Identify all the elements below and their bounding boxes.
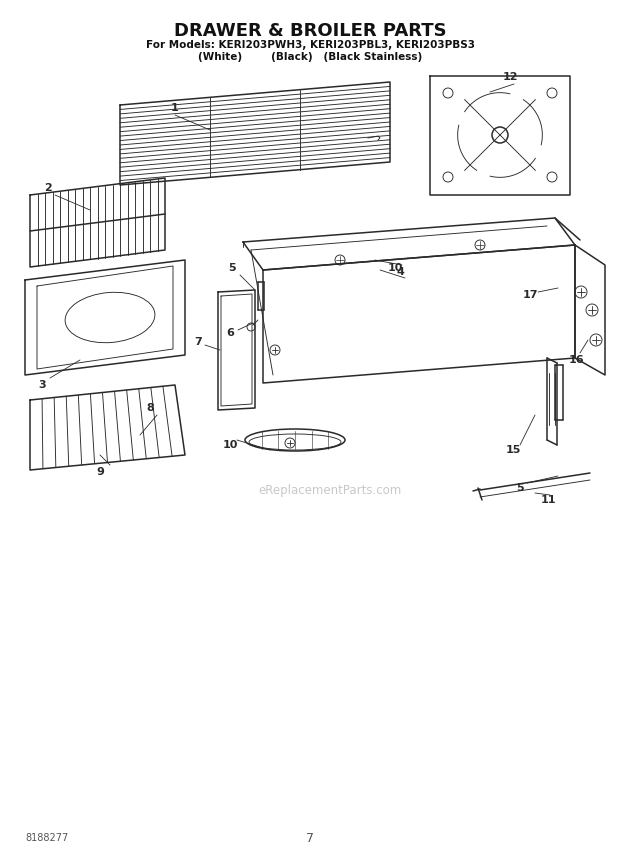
Text: 1: 1 (171, 103, 179, 113)
Text: (White)        (Black)   (Black Stainless): (White) (Black) (Black Stainless) (198, 52, 422, 62)
Text: 10: 10 (223, 440, 237, 450)
Text: DRAWER & BROILER PARTS: DRAWER & BROILER PARTS (174, 22, 446, 40)
Text: 8188277: 8188277 (25, 833, 68, 843)
Text: For Models: KERI203PWH3, KERI203PBL3, KERI203PBS3: For Models: KERI203PWH3, KERI203PBL3, KE… (146, 40, 474, 50)
Text: 5: 5 (516, 483, 524, 493)
Text: 2: 2 (44, 183, 52, 193)
Text: 7: 7 (194, 337, 202, 347)
Text: eReplacementParts.com: eReplacementParts.com (259, 484, 402, 496)
Text: 3: 3 (38, 380, 46, 390)
Text: 16: 16 (569, 355, 585, 365)
Text: 8: 8 (146, 403, 154, 413)
Text: 10: 10 (388, 263, 402, 273)
Text: 11: 11 (540, 495, 556, 505)
Text: 4: 4 (396, 267, 404, 277)
Text: 6: 6 (226, 328, 234, 338)
Text: 17: 17 (522, 290, 538, 300)
Text: 5: 5 (228, 263, 236, 273)
Text: 7: 7 (306, 831, 314, 845)
Text: 9: 9 (96, 467, 104, 477)
Text: 15: 15 (505, 445, 521, 455)
Text: 12: 12 (502, 72, 518, 82)
